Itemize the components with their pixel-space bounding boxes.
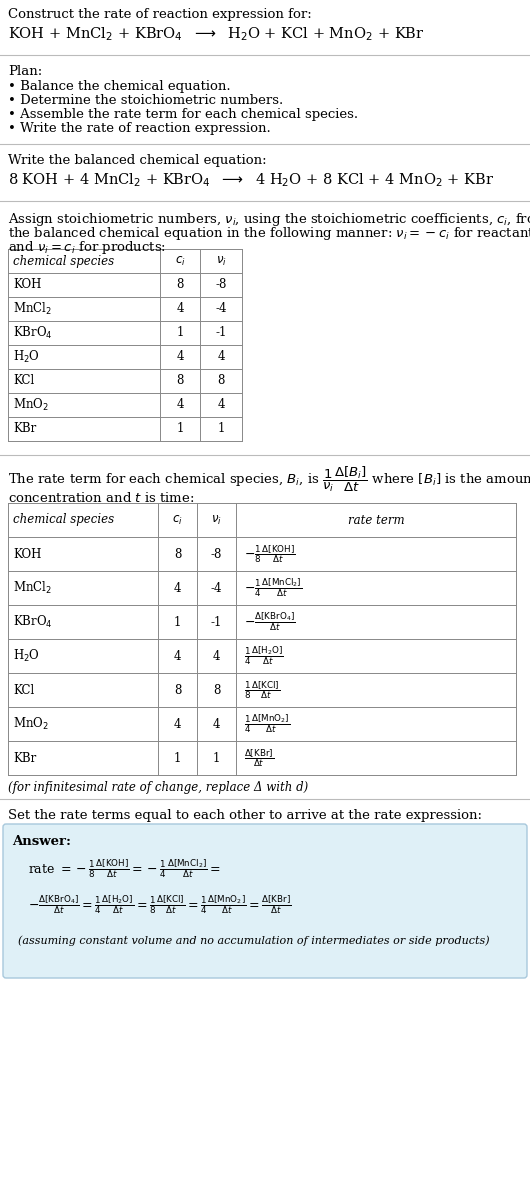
Text: $\frac{1}{4}\frac{\Delta[\mathrm{MnO_2}]}{\Delta t}$: $\frac{1}{4}\frac{\Delta[\mathrm{MnO_2}]… <box>244 713 290 736</box>
Text: chemical species: chemical species <box>13 255 114 268</box>
Text: KOH: KOH <box>13 279 41 292</box>
Text: • Determine the stoichiometric numbers.: • Determine the stoichiometric numbers. <box>8 94 283 107</box>
Text: KCl: KCl <box>13 684 34 696</box>
Text: 4: 4 <box>176 399 184 411</box>
Text: 8 KOH + 4 MnCl$_2$ + KBrO$_4$  $\longrightarrow$  4 H$_2$O + 8 KCl + 4 MnO$_2$ +: 8 KOH + 4 MnCl$_2$ + KBrO$_4$ $\longrigh… <box>8 171 494 189</box>
Text: MnO$_2$: MnO$_2$ <box>13 397 49 413</box>
Text: $\frac{1}{8}\frac{\Delta[\mathrm{KCl}]}{\Delta t}$: $\frac{1}{8}\frac{\Delta[\mathrm{KCl}]}{… <box>244 679 280 701</box>
Text: -8: -8 <box>215 279 227 292</box>
Text: • Balance the chemical equation.: • Balance the chemical equation. <box>8 81 231 93</box>
Text: KOH: KOH <box>13 547 41 560</box>
FancyBboxPatch shape <box>3 825 527 978</box>
Text: 4: 4 <box>176 351 184 363</box>
Text: -4: -4 <box>211 582 222 595</box>
Text: • Write the rate of reaction expression.: • Write the rate of reaction expression. <box>8 121 271 135</box>
Text: 4: 4 <box>217 351 225 363</box>
Text: $-\frac{\Delta[\mathrm{KBrO_4}]}{\Delta t} = \frac{1}{4}\frac{\Delta[\mathrm{H_2: $-\frac{\Delta[\mathrm{KBrO_4}]}{\Delta … <box>28 893 292 916</box>
Text: chemical species: chemical species <box>13 513 114 526</box>
Text: Construct the rate of reaction expression for:: Construct the rate of reaction expressio… <box>8 8 312 20</box>
Text: -4: -4 <box>215 303 227 315</box>
Text: $c_i$: $c_i$ <box>175 255 186 268</box>
Text: 8: 8 <box>176 279 184 292</box>
Text: 4: 4 <box>213 718 220 731</box>
Text: H$_2$O: H$_2$O <box>13 648 40 664</box>
Text: $-\frac{\Delta[\mathrm{KBrO_4}]}{\Delta t}$: $-\frac{\Delta[\mathrm{KBrO_4}]}{\Delta … <box>244 611 296 633</box>
Text: (assuming constant volume and no accumulation of intermediates or side products): (assuming constant volume and no accumul… <box>18 935 490 946</box>
Text: 1: 1 <box>174 615 181 629</box>
Text: 8: 8 <box>174 547 181 560</box>
Text: 4: 4 <box>174 582 181 595</box>
Text: MnCl$_2$: MnCl$_2$ <box>13 579 52 596</box>
Text: • Assemble the rate term for each chemical species.: • Assemble the rate term for each chemic… <box>8 108 358 121</box>
Text: rate term: rate term <box>348 513 404 526</box>
Text: 8: 8 <box>213 684 220 696</box>
Text: $c_i$: $c_i$ <box>172 513 183 526</box>
Text: 1: 1 <box>217 422 225 435</box>
Text: -1: -1 <box>211 615 222 629</box>
Text: and $\nu_i = c_i$ for products:: and $\nu_i = c_i$ for products: <box>8 239 166 256</box>
Text: KOH + MnCl$_2$ + KBrO$_4$  $\longrightarrow$  H$_2$O + KCl + MnO$_2$ + KBr: KOH + MnCl$_2$ + KBrO$_4$ $\longrightarr… <box>8 25 425 43</box>
Text: KCl: KCl <box>13 375 34 387</box>
Text: The rate term for each chemical species, $B_i$, is $\dfrac{1}{\nu_i}\dfrac{\Delt: The rate term for each chemical species,… <box>8 465 530 494</box>
Text: Answer:: Answer: <box>12 835 71 847</box>
Text: Set the rate terms equal to each other to arrive at the rate expression:: Set the rate terms equal to each other t… <box>8 809 482 822</box>
Text: $\frac{1}{4}\frac{\Delta[\mathrm{H_2O}]}{\Delta t}$: $\frac{1}{4}\frac{\Delta[\mathrm{H_2O}]}… <box>244 644 284 667</box>
Text: $-\frac{1}{8}\frac{\Delta[\mathrm{KOH}]}{\Delta t}$: $-\frac{1}{8}\frac{\Delta[\mathrm{KOH}]}… <box>244 543 296 565</box>
Text: -1: -1 <box>215 327 227 339</box>
Text: $-\frac{1}{4}\frac{\Delta[\mathrm{MnCl_2}]}{\Delta t}$: $-\frac{1}{4}\frac{\Delta[\mathrm{MnCl_2… <box>244 577 302 600</box>
Text: -8: -8 <box>211 547 222 560</box>
Text: KBrO$_4$: KBrO$_4$ <box>13 325 52 341</box>
Text: KBr: KBr <box>13 422 36 435</box>
Text: KBrO$_4$: KBrO$_4$ <box>13 614 52 630</box>
Text: 8: 8 <box>176 375 184 387</box>
Text: (for infinitesimal rate of change, replace Δ with d): (for infinitesimal rate of change, repla… <box>8 781 308 795</box>
Text: 8: 8 <box>174 684 181 696</box>
Text: rate $= -\frac{1}{8}\frac{\Delta[\mathrm{KOH}]}{\Delta t} = -\frac{1}{4}\frac{\D: rate $= -\frac{1}{8}\frac{\Delta[\mathrm… <box>28 857 221 880</box>
Text: H$_2$O: H$_2$O <box>13 349 40 365</box>
Text: 8: 8 <box>217 375 225 387</box>
Text: 1: 1 <box>213 751 220 764</box>
Text: the balanced chemical equation in the following manner: $\nu_i = -c_i$ for react: the balanced chemical equation in the fo… <box>8 225 530 242</box>
Text: 4: 4 <box>174 649 181 662</box>
Text: concentration and $t$ is time:: concentration and $t$ is time: <box>8 490 195 505</box>
Text: 1: 1 <box>174 751 181 764</box>
Text: Assign stoichiometric numbers, $\nu_i$, using the stoichiometric coefficients, $: Assign stoichiometric numbers, $\nu_i$, … <box>8 212 530 228</box>
Text: $\frac{\Delta[\mathrm{KBr}]}{\Delta t}$: $\frac{\Delta[\mathrm{KBr}]}{\Delta t}$ <box>244 748 274 769</box>
Text: 1: 1 <box>176 422 184 435</box>
Text: 4: 4 <box>213 649 220 662</box>
Text: 1: 1 <box>176 327 184 339</box>
Text: 4: 4 <box>174 718 181 731</box>
Text: KBr: KBr <box>13 751 36 764</box>
Text: MnO$_2$: MnO$_2$ <box>13 716 49 732</box>
Text: 4: 4 <box>217 399 225 411</box>
Text: 4: 4 <box>176 303 184 315</box>
Text: Plan:: Plan: <box>8 65 42 78</box>
Text: $\nu_i$: $\nu_i$ <box>211 513 222 526</box>
Text: $\nu_i$: $\nu_i$ <box>216 255 226 268</box>
Text: Write the balanced chemical equation:: Write the balanced chemical equation: <box>8 154 267 167</box>
Text: MnCl$_2$: MnCl$_2$ <box>13 300 52 317</box>
